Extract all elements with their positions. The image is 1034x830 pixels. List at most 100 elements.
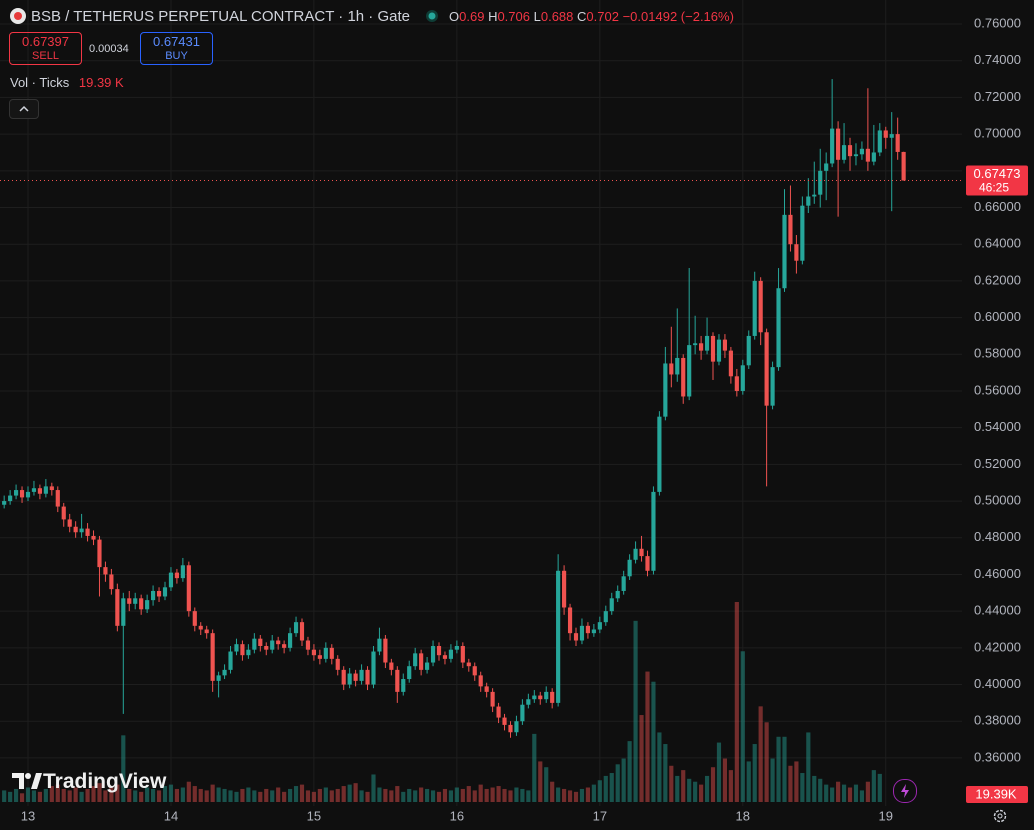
volume-bar [299, 784, 305, 802]
volume-bar [776, 736, 781, 802]
volume-bar [341, 786, 346, 802]
candle-body [544, 691, 549, 700]
volume-bar [282, 791, 287, 802]
candle-body [460, 646, 465, 663]
volume-bar [728, 770, 733, 802]
volume-bar [55, 784, 60, 802]
volume-bar [710, 767, 716, 802]
candle-body [752, 280, 757, 336]
y-tick-label: 0.42000 [974, 639, 1021, 654]
brand-logo: TradingView [11, 770, 166, 794]
logo-mark [12, 773, 42, 789]
volume-bar [788, 765, 793, 802]
sell-button[interactable]: 0.67397 SELL [9, 32, 82, 65]
candle-body [305, 640, 311, 650]
y-tick-label: 0.54000 [974, 419, 1021, 434]
volume-bar [752, 744, 757, 802]
candle-body [145, 600, 150, 610]
gear [993, 809, 1007, 823]
volume-bar [270, 790, 275, 802]
ohlc-label: H [488, 9, 498, 24]
volume-bar [73, 787, 78, 802]
candle-body [430, 646, 436, 663]
grid [0, 0, 962, 806]
candle-body [901, 151, 906, 181]
volume-bar [115, 784, 120, 802]
candle-body [365, 669, 370, 685]
volume-bar [323, 787, 328, 802]
candle-body [425, 662, 430, 670]
candle-body [329, 647, 334, 659]
x-tick-label: 19 [879, 808, 893, 823]
ohlc-label: O [449, 9, 460, 24]
volume-bar [419, 787, 424, 802]
alert-button[interactable] [893, 779, 917, 803]
volume-bar [335, 788, 340, 802]
volume-bar [824, 784, 829, 802]
collapse-button[interactable] [9, 99, 39, 119]
candle-body [675, 357, 680, 375]
candle-body [192, 611, 197, 626]
volume-bar [865, 781, 870, 802]
candle-body [865, 148, 870, 162]
volume-bar [621, 758, 626, 802]
icon [10, 8, 26, 25]
volume-bar [794, 761, 799, 802]
volume-bar [472, 790, 477, 802]
candle-body [222, 669, 227, 676]
candle-body [782, 214, 787, 289]
volume-bar [758, 706, 763, 802]
volume-bar [657, 732, 662, 802]
y-tick-label: 0.46000 [974, 566, 1021, 581]
candle-body [496, 706, 501, 718]
candle-body [639, 548, 644, 557]
volume-bar [573, 791, 579, 802]
candle-body [299, 622, 305, 641]
candle-body [877, 130, 882, 153]
candle-body [323, 647, 328, 659]
candle-body [335, 658, 340, 670]
volume-bar [812, 775, 817, 802]
symbol-title[interactable]: BSB / TETHERUS PERPETUAL CONTRACT · 1h ·… [31, 8, 410, 25]
volume-bar [395, 786, 400, 802]
volume-bar [722, 758, 728, 802]
sell-price: 0.67397 [22, 34, 69, 49]
volume-bar [97, 783, 102, 802]
volume-bar [460, 788, 465, 802]
volume-bar [591, 784, 596, 802]
candle-body [508, 724, 513, 733]
volume-bar [669, 765, 674, 802]
volume-bar [264, 788, 269, 802]
candle-body [621, 576, 626, 591]
symbol-icon [9, 7, 27, 25]
volume-bar [168, 784, 174, 802]
volume-bar [556, 787, 561, 802]
candle-body [728, 350, 733, 377]
candle-body [734, 376, 739, 391]
candle-body [139, 598, 144, 610]
volume-bar [311, 791, 317, 802]
candle-body [806, 196, 811, 206]
candle-body [794, 244, 799, 261]
volume-bar [615, 764, 620, 802]
y-tick-label: 0.60000 [974, 309, 1021, 324]
volume-bar [627, 741, 632, 802]
buy-button[interactable]: 0.67431 BUY [140, 32, 213, 65]
candle-body [109, 574, 114, 590]
volume-bar [484, 788, 489, 802]
spread: 0.00034 [89, 43, 129, 55]
settings-button[interactable] [991, 807, 1009, 830]
candle-body [591, 629, 596, 634]
x-tick-label: 18 [736, 808, 750, 823]
candle-body [13, 490, 19, 496]
candle-body [180, 565, 185, 579]
volume-bar [347, 784, 352, 802]
volume-bar [377, 787, 382, 802]
candle-body [556, 570, 561, 703]
candle-body [264, 646, 269, 650]
volume-bar [508, 790, 513, 802]
volume-bar [544, 767, 549, 802]
volume-bar [389, 790, 394, 802]
volume-bar [478, 784, 483, 802]
ohlc-value: 0.688 [540, 9, 574, 24]
